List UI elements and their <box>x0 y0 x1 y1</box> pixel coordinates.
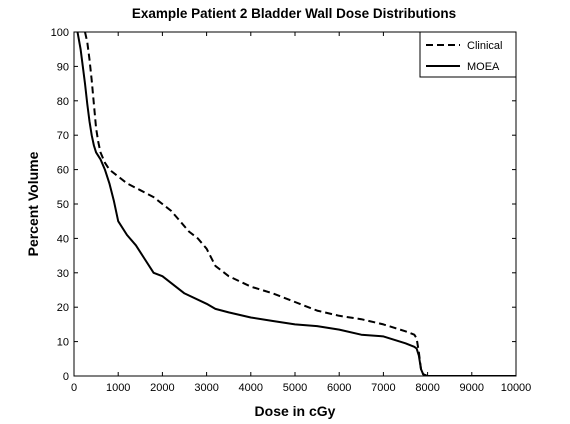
x-tick-label: 4000 <box>239 382 263 394</box>
y-tick-label: 10 <box>57 337 69 349</box>
legend-box <box>419 31 517 78</box>
x-axis-label: Dose in cGy <box>255 403 336 419</box>
y-tick-label: 20 <box>57 302 69 314</box>
y-tick-label: 80 <box>57 96 69 108</box>
y-tick-label: 50 <box>57 199 69 211</box>
x-tick-label: 3000 <box>194 382 218 394</box>
chart-title: Example Patient 2 Bladder Wall Dose Dist… <box>132 6 456 21</box>
x-tick-label: 6000 <box>327 382 351 394</box>
series-line-moea <box>76 32 516 376</box>
legend-label-moea: MOEA <box>467 61 500 73</box>
x-axis: 0 1000 2000 3000 4000 5000 6000 7000 8000 9000 100… <box>71 32 531 394</box>
y-tick-label: 0 <box>63 371 69 383</box>
x-tick-label: 1000 <box>106 382 130 394</box>
y-tick-label: 70 <box>57 130 69 142</box>
legend: Clinical MOEA <box>419 31 517 78</box>
plot-area <box>73 31 517 377</box>
y-tick-label: 40 <box>57 233 69 245</box>
x-tick-label: 0 <box>71 382 77 394</box>
x-tick-label: 2000 <box>150 382 174 394</box>
y-tick-label: 30 <box>57 268 69 280</box>
x-tick-label: 8000 <box>415 382 439 394</box>
plot-frame <box>73 31 517 377</box>
x-tick-label: 5000 <box>283 382 307 394</box>
x-tick-label: 7000 <box>371 382 395 394</box>
y-tick-label: 60 <box>57 165 69 177</box>
y-tick-label: 90 <box>57 61 69 73</box>
series-line-clinical <box>84 32 516 376</box>
legend-label-clinical: Clinical <box>467 40 502 52</box>
y-tick-label: 100 <box>51 27 69 39</box>
y-axis-label: Percent Volume <box>25 151 41 256</box>
x-tick-label: 9000 <box>460 382 484 394</box>
y-axis: 0 10 20 30 40 50 60 70 80 90 100 <box>51 27 516 383</box>
x-tick-label: 10000 <box>501 382 532 394</box>
series-lines <box>76 32 516 376</box>
